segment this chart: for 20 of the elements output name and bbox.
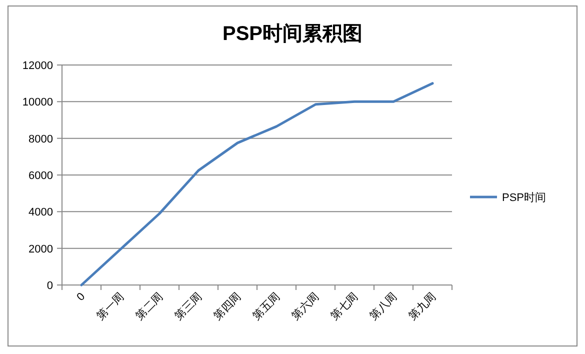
line-series	[80, 82, 434, 286]
y-tick-label: 8000	[28, 133, 53, 146]
y-tick-label: 10000	[22, 96, 53, 109]
x-tick-label: 第四周	[212, 290, 244, 322]
x-tick-label: 第七周	[328, 290, 361, 322]
x-tick-label: 第五周	[250, 290, 283, 322]
chart-title: PSP时间累积图	[222, 23, 363, 45]
x-tick-label: 第二周	[134, 290, 166, 322]
x-tick-label: 第一周	[94, 290, 127, 322]
x-tick-label: 第九周	[406, 290, 439, 322]
x-tick-label: 第八周	[368, 290, 400, 322]
y-tick-label: 2000	[28, 243, 53, 256]
y-tick-label: 4000	[28, 206, 53, 219]
x-tick-label: 第三周	[172, 290, 205, 322]
y-tick-label: 6000	[28, 170, 53, 182]
x-tick-label: 第六周	[289, 290, 322, 322]
x-tick-label: 0	[74, 290, 88, 304]
y-tick-label: 0	[46, 280, 53, 292]
legend-label: PSP时间	[502, 191, 546, 204]
y-tick-label: 12000	[22, 60, 53, 72]
